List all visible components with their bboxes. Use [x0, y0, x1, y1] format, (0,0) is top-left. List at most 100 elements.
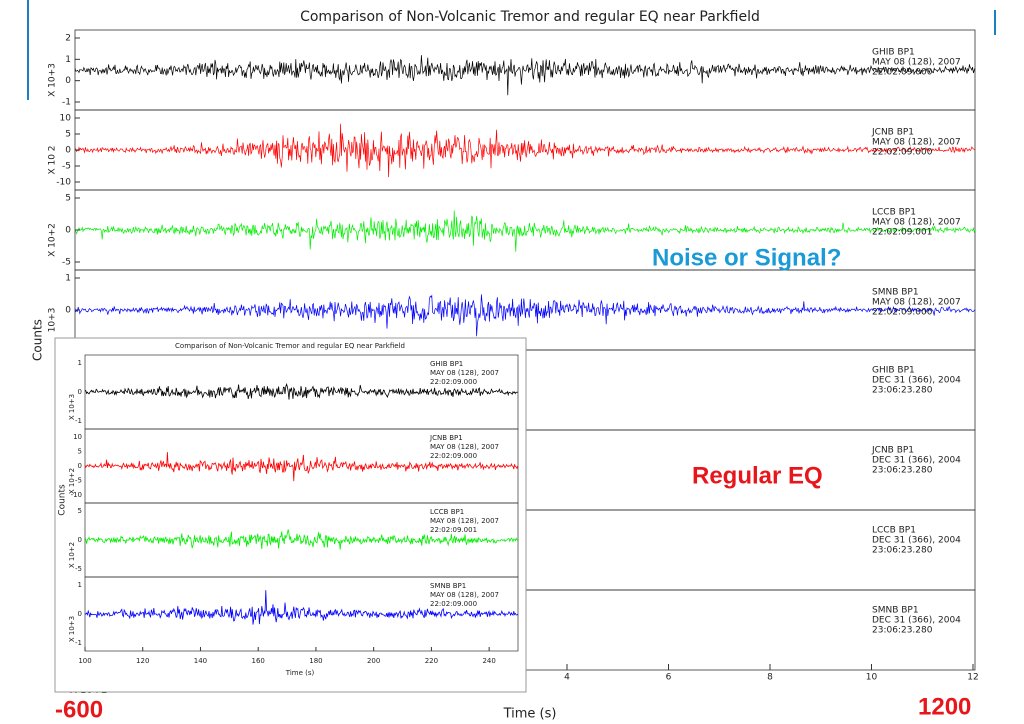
axis-scale: X 10+2 [68, 542, 76, 568]
axis-scale: X 10+3 [68, 616, 76, 642]
waveform [74, 210, 976, 252]
annotation: -600 [55, 696, 103, 723]
station-label: 22:02:09.000 [872, 308, 933, 318]
station-label: 22:02:09.001 [872, 228, 932, 238]
x-tick-label: 140 [194, 657, 207, 665]
x-tick-label: 10 [866, 673, 878, 683]
station-label: LCCB BP1 [430, 508, 464, 516]
y-tick-label: 2 [65, 34, 71, 44]
station-label: LCCB BP1 [872, 526, 916, 536]
x-tick-label: 200 [367, 657, 380, 665]
y-tick-label: 5 [78, 507, 82, 515]
station-label: JCNB BP1 [871, 128, 914, 138]
axis-scale: 10+3 [48, 308, 58, 333]
axis-scale: X 10+3 [68, 394, 76, 420]
station-label: MAY 08 (128), 2007 [872, 58, 961, 68]
station-label: 23:06:23.280 [872, 466, 933, 476]
x-tick-label: 240 [482, 657, 495, 665]
station-label: 22:02:09.000 [430, 378, 477, 386]
y-tick-label: -5 [62, 258, 71, 268]
y-tick-label: -1 [62, 98, 71, 108]
station-label: MAY 08 (128), 2007 [430, 369, 499, 377]
y-tick-label: -5 [62, 162, 71, 172]
inset-panel-frame [84, 576, 519, 652]
axis-scale: X 10+2 [48, 223, 58, 257]
x-tick-label: 220 [425, 657, 438, 665]
y-tick-label: -5 [75, 565, 82, 573]
station-label: MAY 08 (128), 2007 [872, 138, 961, 148]
station-label: 23:06:23.280 [872, 386, 933, 396]
station-label: DEC 31 (366), 2004 [872, 616, 961, 626]
y-tick-label: -1 [75, 639, 82, 647]
station-label: 22:02:09.000 [430, 600, 477, 608]
station-label: LCCB BP1 [872, 208, 916, 218]
y-tick-label: 1 [65, 274, 71, 284]
station-label: SMNB BP1 [872, 288, 919, 298]
waveform [84, 382, 518, 400]
station-label: JCNB BP1 [429, 434, 463, 442]
station-label: 23:06:23.280 [872, 546, 933, 556]
station-label: GHIB BP1 [872, 366, 915, 376]
y-tick-label: 1 [78, 581, 82, 589]
y-tick-label: 10 [73, 433, 82, 441]
y-tick-label: -1 [75, 417, 82, 425]
station-label: 22:02:09.001 [430, 526, 477, 534]
annotation: 1200 [918, 693, 971, 720]
y-tick-label: 0 [78, 610, 82, 618]
y-tick-label: 1 [65, 55, 71, 65]
y-tick-label: 1 [78, 359, 82, 367]
waveform [84, 529, 519, 550]
station-label: DEC 31 (366), 2004 [872, 456, 961, 466]
station-label: JCNB BP1 [871, 446, 914, 456]
x-tick-label: 8 [767, 673, 773, 683]
y-tick-label: 5 [65, 130, 71, 140]
waveform [74, 123, 976, 178]
inset-y-label: Counts [58, 484, 68, 516]
y-tick-label: 10 [60, 114, 72, 124]
x-tick-label: 160 [252, 657, 265, 665]
y-tick-label: 5 [65, 194, 71, 204]
y-tick-label: 0 [78, 388, 82, 396]
station-label: DEC 31 (366), 2004 [872, 536, 961, 546]
station-label: GHIB BP1 [872, 48, 915, 58]
annotation: Noise or Signal? [652, 244, 841, 271]
station-label: MAY 08 (128), 2007 [872, 218, 961, 228]
waveform [84, 590, 519, 625]
y-tick-label: 5 [78, 448, 82, 456]
station-label: MAY 08 (128), 2007 [872, 298, 961, 308]
y-tick-label: -5 [75, 477, 82, 485]
station-label: DEC 31 (366), 2004 [872, 376, 961, 386]
y-tick-label: -10 [56, 178, 71, 188]
inset-x-label: Time (s) [285, 669, 315, 677]
station-label: MAY 08 (128), 2007 [430, 517, 499, 525]
y-label: Counts [31, 319, 45, 361]
station-label: 22:02:09.000 [430, 452, 477, 460]
axis-scale: X 10+3 [48, 63, 58, 97]
station-label: 22:02:09.000 [872, 68, 933, 78]
y-tick-label: 0 [78, 536, 82, 544]
station-label: MAY 08 (128), 2007 [430, 591, 499, 599]
y-tick-label: 0 [65, 226, 71, 236]
y-tick-label: 0 [78, 462, 82, 470]
y-tick-label: 0 [65, 76, 71, 86]
inset-bg [54, 337, 527, 693]
x-tick-label: 12 [967, 673, 978, 683]
waveform [74, 55, 976, 96]
station-label: 23:06:23.280 [872, 626, 933, 636]
axis-scale: X 10+2 [68, 468, 76, 494]
station-label: SMNB BP1 [872, 606, 919, 616]
title: Comparison of Non-Volcanic Tremor and re… [300, 9, 760, 25]
y-tick-label: -10 [71, 491, 82, 499]
waveform [74, 294, 976, 337]
x-tick-label: 180 [309, 657, 322, 665]
x-tick-label: 6 [666, 673, 672, 683]
x-tick-label: 100 [78, 657, 91, 665]
axis-scale: X 10 2 [48, 145, 58, 174]
waveform [84, 452, 519, 482]
y-tick-label: 0 [65, 146, 71, 156]
station-label: SMNB BP1 [430, 582, 466, 590]
y-tick-label: 0 [65, 306, 71, 316]
annotation: Regular EQ [692, 462, 823, 489]
x-tick-label: 120 [136, 657, 149, 665]
station-label: GHIB BP1 [430, 360, 463, 368]
